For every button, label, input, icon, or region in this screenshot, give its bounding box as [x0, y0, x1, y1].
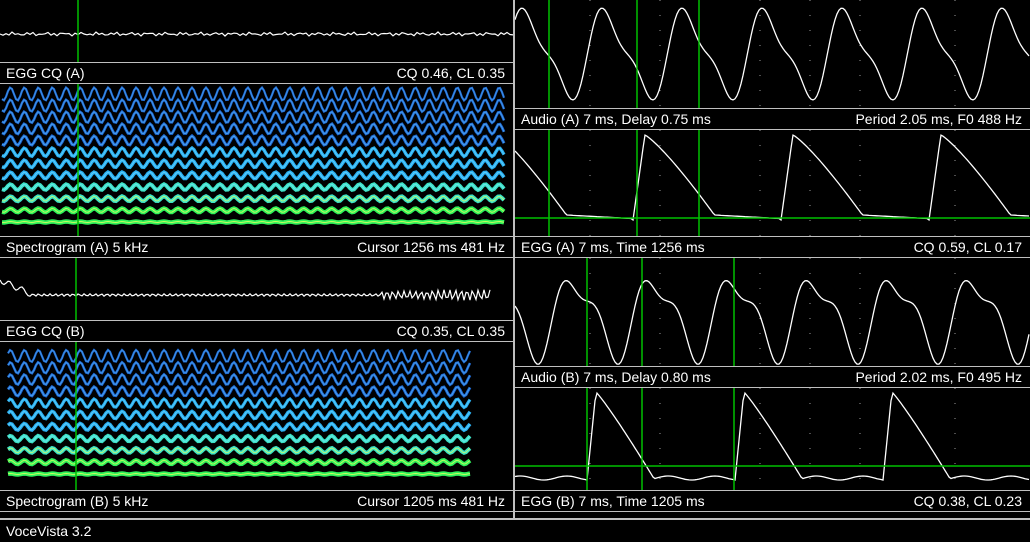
- egg-b-waveform[interactable]: [515, 388, 1030, 490]
- audio-b-waveform[interactable]: [515, 258, 1030, 366]
- column-separator[interactable]: [513, 0, 515, 520]
- audio-a-label: Audio (A) 7 ms, Delay 0.75 ms: [521, 111, 711, 127]
- spectrogram-b[interactable]: [0, 342, 513, 490]
- egg-b-bar: EGG (B) 7 ms, Time 1205 ms CQ 0.38, CL 0…: [515, 490, 1030, 512]
- audio-a-value: Period 2.05 ms, F0 488 Hz: [855, 111, 1022, 127]
- egg-b-value: CQ 0.38, CL 0.23: [913, 493, 1022, 509]
- spectrogram-b-cursor: Cursor 1205 ms 481 Hz: [357, 493, 505, 509]
- egg-b-label: EGG (B) 7 ms, Time 1205 ms: [521, 493, 705, 509]
- spectrogram-a-label: Spectrogram (A) 5 kHz: [6, 239, 149, 255]
- spectrogram-b-bar: Spectrogram (B) 5 kHz Cursor 1205 ms 481…: [0, 490, 513, 512]
- egg-a-label: EGG (A) 7 ms, Time 1256 ms: [521, 239, 705, 255]
- status-bar: VoceVista 3.2: [0, 518, 1030, 542]
- audio-b-value: Period 2.02 ms, F0 495 Hz: [855, 369, 1022, 385]
- egg-a-value: CQ 0.59, CL 0.17: [913, 239, 1022, 255]
- spectrogram-a-cursor: Cursor 1256 ms 481 Hz: [357, 239, 505, 255]
- audio-a-bar: Audio (A) 7 ms, Delay 0.75 ms Period 2.0…: [515, 108, 1030, 130]
- egg-a-waveform[interactable]: [515, 130, 1030, 236]
- egg-cq-a-label: EGG CQ (A): [6, 65, 85, 81]
- egg-cq-b-label: EGG CQ (B): [6, 323, 85, 339]
- egg-cq-b-bar: EGG CQ (B) CQ 0.35, CL 0.35: [0, 320, 513, 342]
- audio-b-label: Audio (B) 7 ms, Delay 0.80 ms: [521, 369, 711, 385]
- egg-cq-a-value: CQ 0.46, CL 0.35: [396, 65, 505, 81]
- egg-cq-a-trace[interactable]: [0, 0, 513, 62]
- egg-cq-b-trace[interactable]: [0, 258, 513, 320]
- audio-b-bar: Audio (B) 7 ms, Delay 0.80 ms Period 2.0…: [515, 366, 1030, 388]
- spectrogram-a-bar: Spectrogram (A) 5 kHz Cursor 1256 ms 481…: [0, 236, 513, 258]
- app-version: VoceVista 3.2: [6, 523, 92, 539]
- spectrogram-b-label: Spectrogram (B) 5 kHz: [6, 493, 149, 509]
- audio-a-waveform[interactable]: [515, 0, 1030, 108]
- spectrogram-a[interactable]: [0, 84, 513, 236]
- egg-cq-b-value: CQ 0.35, CL 0.35: [396, 323, 505, 339]
- egg-a-bar: EGG (A) 7 ms, Time 1256 ms CQ 0.59, CL 0…: [515, 236, 1030, 258]
- egg-cq-a-bar: EGG CQ (A) CQ 0.46, CL 0.35: [0, 62, 513, 84]
